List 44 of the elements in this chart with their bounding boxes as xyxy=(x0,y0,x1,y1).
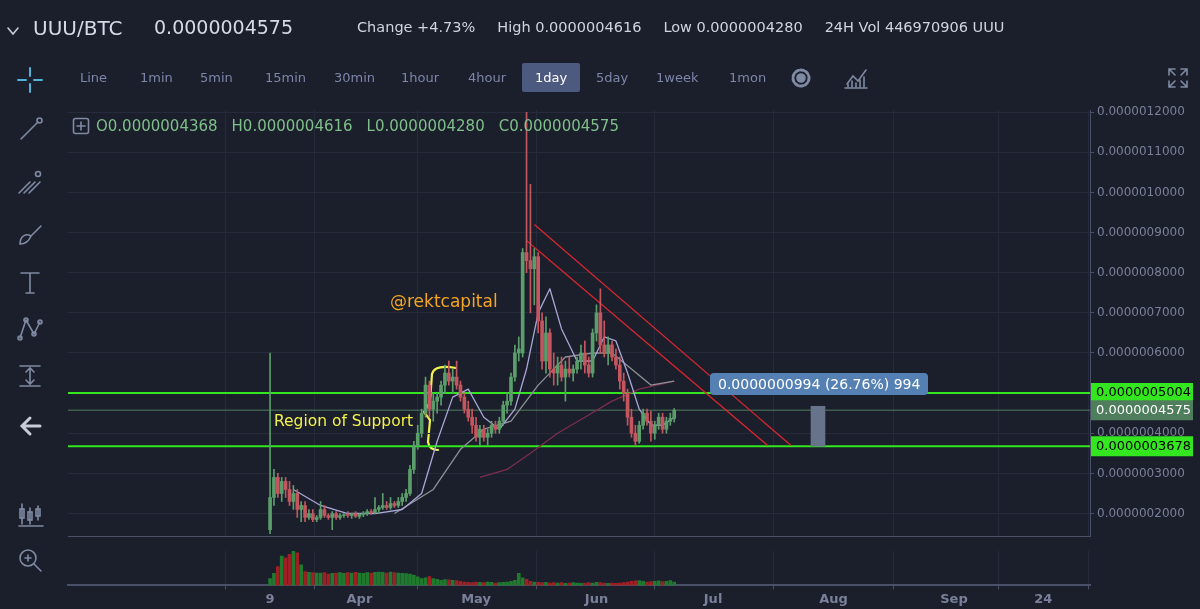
text: 24H Vol 446970906 UUU xyxy=(824,19,1005,35)
x-tick-label: 24 xyxy=(1034,590,1053,606)
chart-title: UUU/BTC xyxy=(33,16,123,40)
text: 1week xyxy=(656,70,699,85)
text: 1min xyxy=(140,70,173,85)
y-tick-label: 0.0000003000 xyxy=(1097,465,1185,480)
ref-line-label: 0.0000005004 xyxy=(1096,384,1192,400)
text: 1mon xyxy=(729,70,767,85)
annotation: L0.0000004280 xyxy=(366,117,485,135)
y-tick-label: 0.0000011000 xyxy=(1097,144,1185,159)
annotation: @rektcapital xyxy=(390,291,498,311)
annotation: O0.0000004368 xyxy=(96,117,218,135)
y-tick-label: 0.0000002000 xyxy=(1097,505,1185,520)
y-tick-label: 0.0000006000 xyxy=(1097,345,1185,360)
x-tick-label: Jun xyxy=(583,590,609,606)
y-tick-label: 0.0000004000 xyxy=(1097,425,1185,440)
y-tick-label: 0.0000010000 xyxy=(1097,184,1185,199)
ref-line-label: 0.0000003678 xyxy=(1096,437,1192,453)
annotation: 0.0000000994 (26.76%) 994 xyxy=(710,373,929,395)
ref-line-label: 0.0000004575 xyxy=(1096,401,1192,417)
x-tick-label: May xyxy=(461,590,492,606)
text: 15min xyxy=(265,70,307,85)
text: 4hour xyxy=(468,70,507,85)
x-tick-label: 9 xyxy=(265,590,275,606)
x-tick-label: Aug xyxy=(819,590,848,606)
y-tick-label: 0.0000009000 xyxy=(1097,224,1185,239)
text: 1hour xyxy=(401,70,440,85)
text: 5min xyxy=(200,70,233,85)
text: High 0.0000004616 xyxy=(497,19,642,35)
text: 1day xyxy=(522,63,581,92)
text: 5day xyxy=(596,70,629,85)
text: Low 0.0000004280 xyxy=(663,19,803,35)
text: 30min xyxy=(334,70,376,85)
y-tick-label: 0.0000007000 xyxy=(1097,304,1185,319)
x-tick-label: Sep xyxy=(940,590,968,606)
text: Change +4.73% xyxy=(357,19,476,35)
x-tick-label: Apr xyxy=(346,590,373,606)
x-tick-label: Jul xyxy=(702,590,723,606)
chart-subtitle: 0.0000004575 xyxy=(154,16,294,38)
annotation: Region of Support xyxy=(274,412,414,430)
y-tick-label: 0.0000008000 xyxy=(1097,264,1185,279)
text: Line xyxy=(80,70,108,85)
annotation: H0.0000004616 xyxy=(231,117,353,135)
y-tick-label: 0.0000012000 xyxy=(1097,104,1185,119)
